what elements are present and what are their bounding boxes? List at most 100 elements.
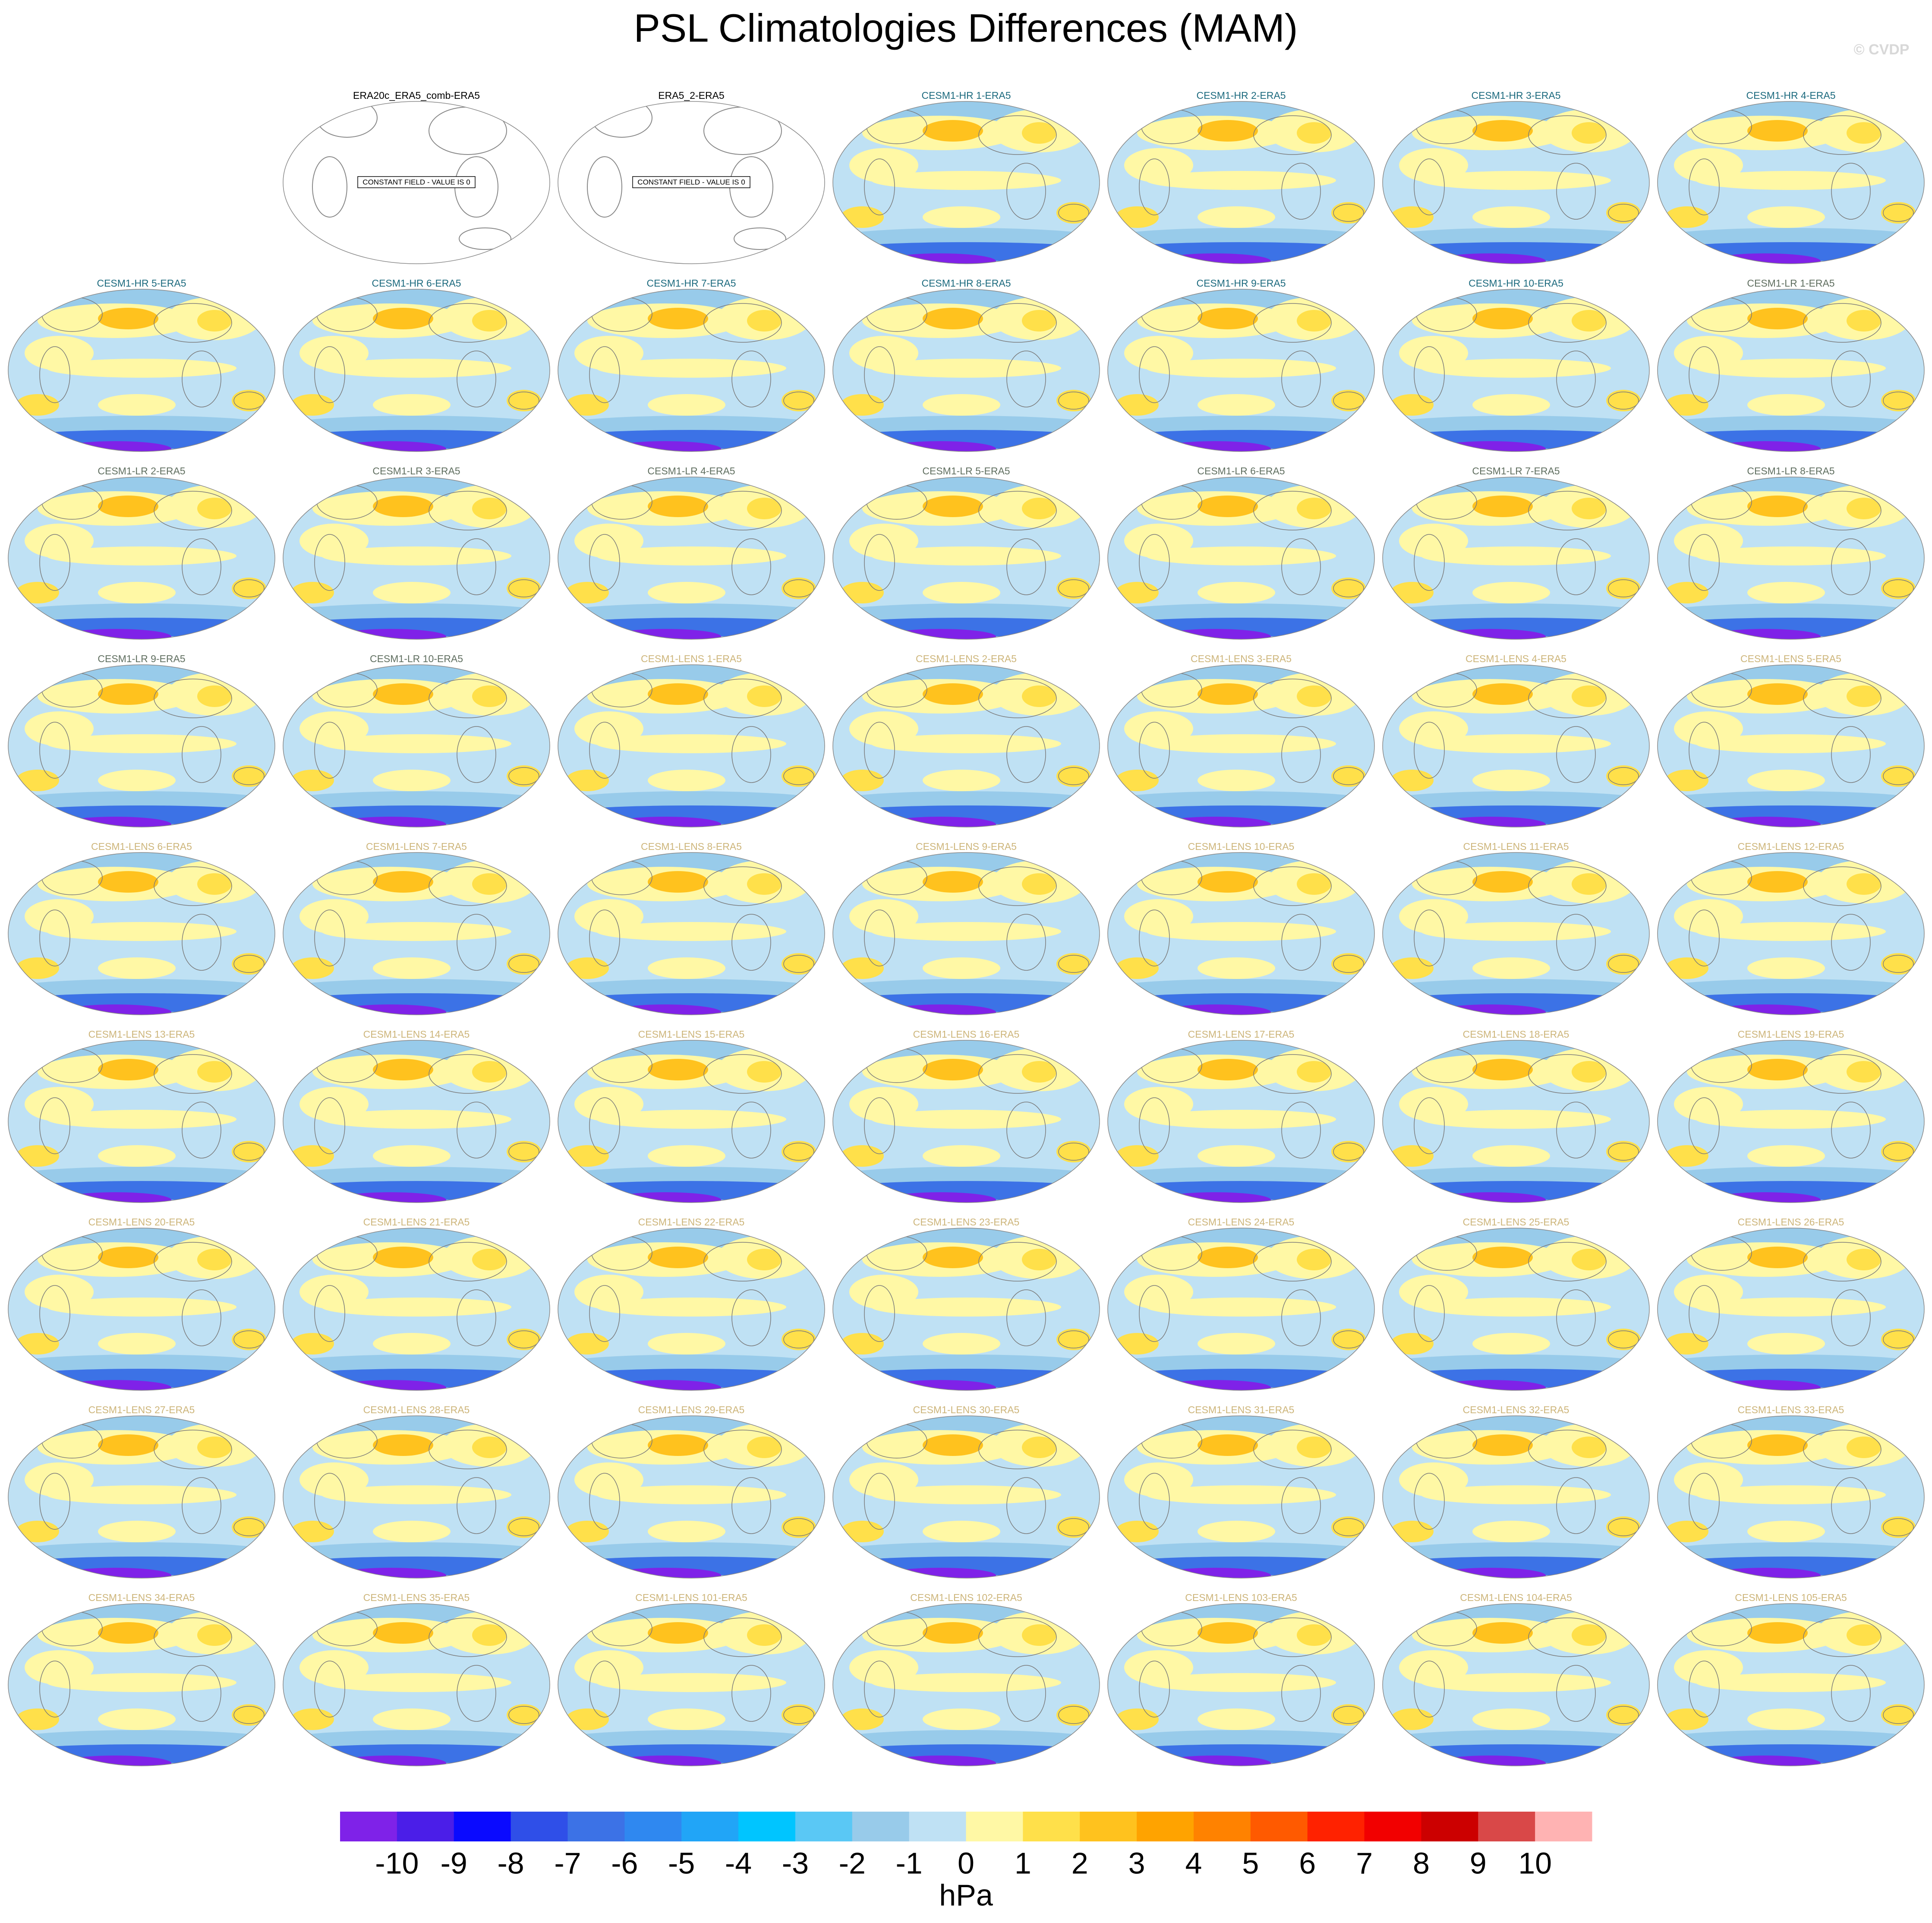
map-region <box>98 1434 158 1456</box>
map <box>832 1603 1100 1766</box>
coastline <box>703 303 782 343</box>
map-region <box>1421 922 1611 941</box>
figure-title: PSL Climatologies Differences (MAM) <box>634 6 1298 50</box>
coastline <box>1803 115 1882 155</box>
map-fill <box>833 1416 1100 1578</box>
map-fill <box>1108 101 1374 264</box>
coastline <box>978 115 1057 155</box>
panel-title: CESM1-LENS 28-ERA5 <box>363 1404 470 1415</box>
colorbar-swatch <box>397 1812 454 1841</box>
map-fill <box>1658 1040 1924 1203</box>
coastline <box>1556 350 1596 407</box>
coastline <box>1883 204 1914 222</box>
coastline <box>314 1473 345 1530</box>
map-outline <box>832 1603 1100 1766</box>
map-outline <box>1107 1040 1375 1203</box>
coastline <box>1608 1706 1639 1724</box>
panel-title: CESM1-LENS 35-ERA5 <box>363 1592 470 1603</box>
coastline <box>1333 1706 1364 1724</box>
map-region <box>373 871 433 893</box>
colorbar-tick-label: 8 <box>1413 1846 1430 1880</box>
map-outline <box>1382 664 1650 827</box>
map-region <box>472 1437 507 1458</box>
map-fill <box>283 1604 550 1766</box>
map <box>1107 852 1375 1015</box>
map-region <box>1696 1485 1886 1504</box>
panel-title: CESM1-HR 10-ERA5 <box>1469 278 1563 289</box>
coastline <box>864 534 895 591</box>
panel-title: ERA20c_ERA5_comb-ERA5 <box>353 90 480 101</box>
map-region <box>1056 578 1091 599</box>
map-region <box>334 441 446 452</box>
coastline <box>182 1289 221 1346</box>
map-region <box>1022 1624 1056 1646</box>
map-outline <box>1657 1228 1925 1391</box>
map-region <box>16 1145 59 1167</box>
map-region <box>923 1333 1000 1355</box>
map-fill <box>558 1040 825 1203</box>
map-region <box>1297 1437 1331 1458</box>
map-region <box>47 922 236 941</box>
colorbar-tick-label: 4 <box>1185 1846 1202 1880</box>
colorbar-swatch <box>852 1812 910 1841</box>
map-region <box>609 817 721 827</box>
panel-title: CESM1-HR 2-ERA5 <box>1196 90 1286 101</box>
coastline <box>1414 346 1445 403</box>
coastline <box>1414 534 1445 591</box>
map-region <box>1116 1521 1159 1542</box>
coastline <box>1689 1285 1720 1342</box>
colorbar-swatch <box>1478 1812 1535 1841</box>
map-region <box>648 957 725 979</box>
map-region <box>747 310 782 332</box>
map-region <box>782 1516 816 1538</box>
coastline <box>1253 1054 1332 1094</box>
map-region <box>648 308 708 329</box>
map-region <box>16 770 59 791</box>
panel-title: CESM1-LENS 102-ERA5 <box>910 1592 1022 1603</box>
map-region <box>1331 202 1366 224</box>
coastline <box>39 909 70 966</box>
map-outline <box>1657 101 1925 264</box>
map-region <box>1847 310 1881 332</box>
map-region <box>373 1622 433 1644</box>
panel-title: CESM1-LENS 20-ERA5 <box>88 1216 195 1228</box>
map-region <box>596 734 786 753</box>
map-fill <box>283 1040 550 1203</box>
map-region <box>841 206 884 228</box>
map-outline <box>832 101 1100 264</box>
coastline <box>731 914 771 971</box>
map-fill <box>1658 1228 1924 1390</box>
coastline <box>978 491 1057 530</box>
watermark: © CVDP <box>1854 41 1910 58</box>
note: CONSTANT FIELD - VALUE IS 0 <box>362 178 470 186</box>
map-region <box>16 582 59 603</box>
panel-title: CESM1-LENS 14-ERA5 <box>363 1029 470 1040</box>
coastline <box>1883 767 1914 785</box>
map-region <box>373 1145 451 1167</box>
panel-title: CESM1-LENS 34-ERA5 <box>88 1592 195 1603</box>
coastline <box>1831 350 1871 407</box>
coastline <box>703 1242 782 1282</box>
map-region <box>1022 1249 1056 1270</box>
map-region <box>1434 1004 1546 1015</box>
map-region <box>16 1708 59 1730</box>
coastline <box>1139 722 1170 779</box>
map-region <box>782 765 816 787</box>
map-outline <box>8 1603 275 1766</box>
map-region <box>609 629 721 639</box>
map-region <box>1881 202 1916 224</box>
map-region <box>1022 685 1056 707</box>
map <box>8 1040 275 1203</box>
coastline <box>589 1473 620 1530</box>
map-region <box>59 817 171 827</box>
coastline <box>1556 538 1596 595</box>
coastline <box>508 767 539 785</box>
map-region <box>1747 1622 1808 1644</box>
map-region <box>1696 1110 1886 1129</box>
map-region <box>373 582 451 603</box>
map-fill <box>1383 1416 1649 1578</box>
coastline <box>314 346 345 403</box>
coastline <box>154 1242 232 1282</box>
panel-title: CESM1-LENS 6-ERA5 <box>91 841 192 852</box>
coastline <box>314 1661 345 1718</box>
